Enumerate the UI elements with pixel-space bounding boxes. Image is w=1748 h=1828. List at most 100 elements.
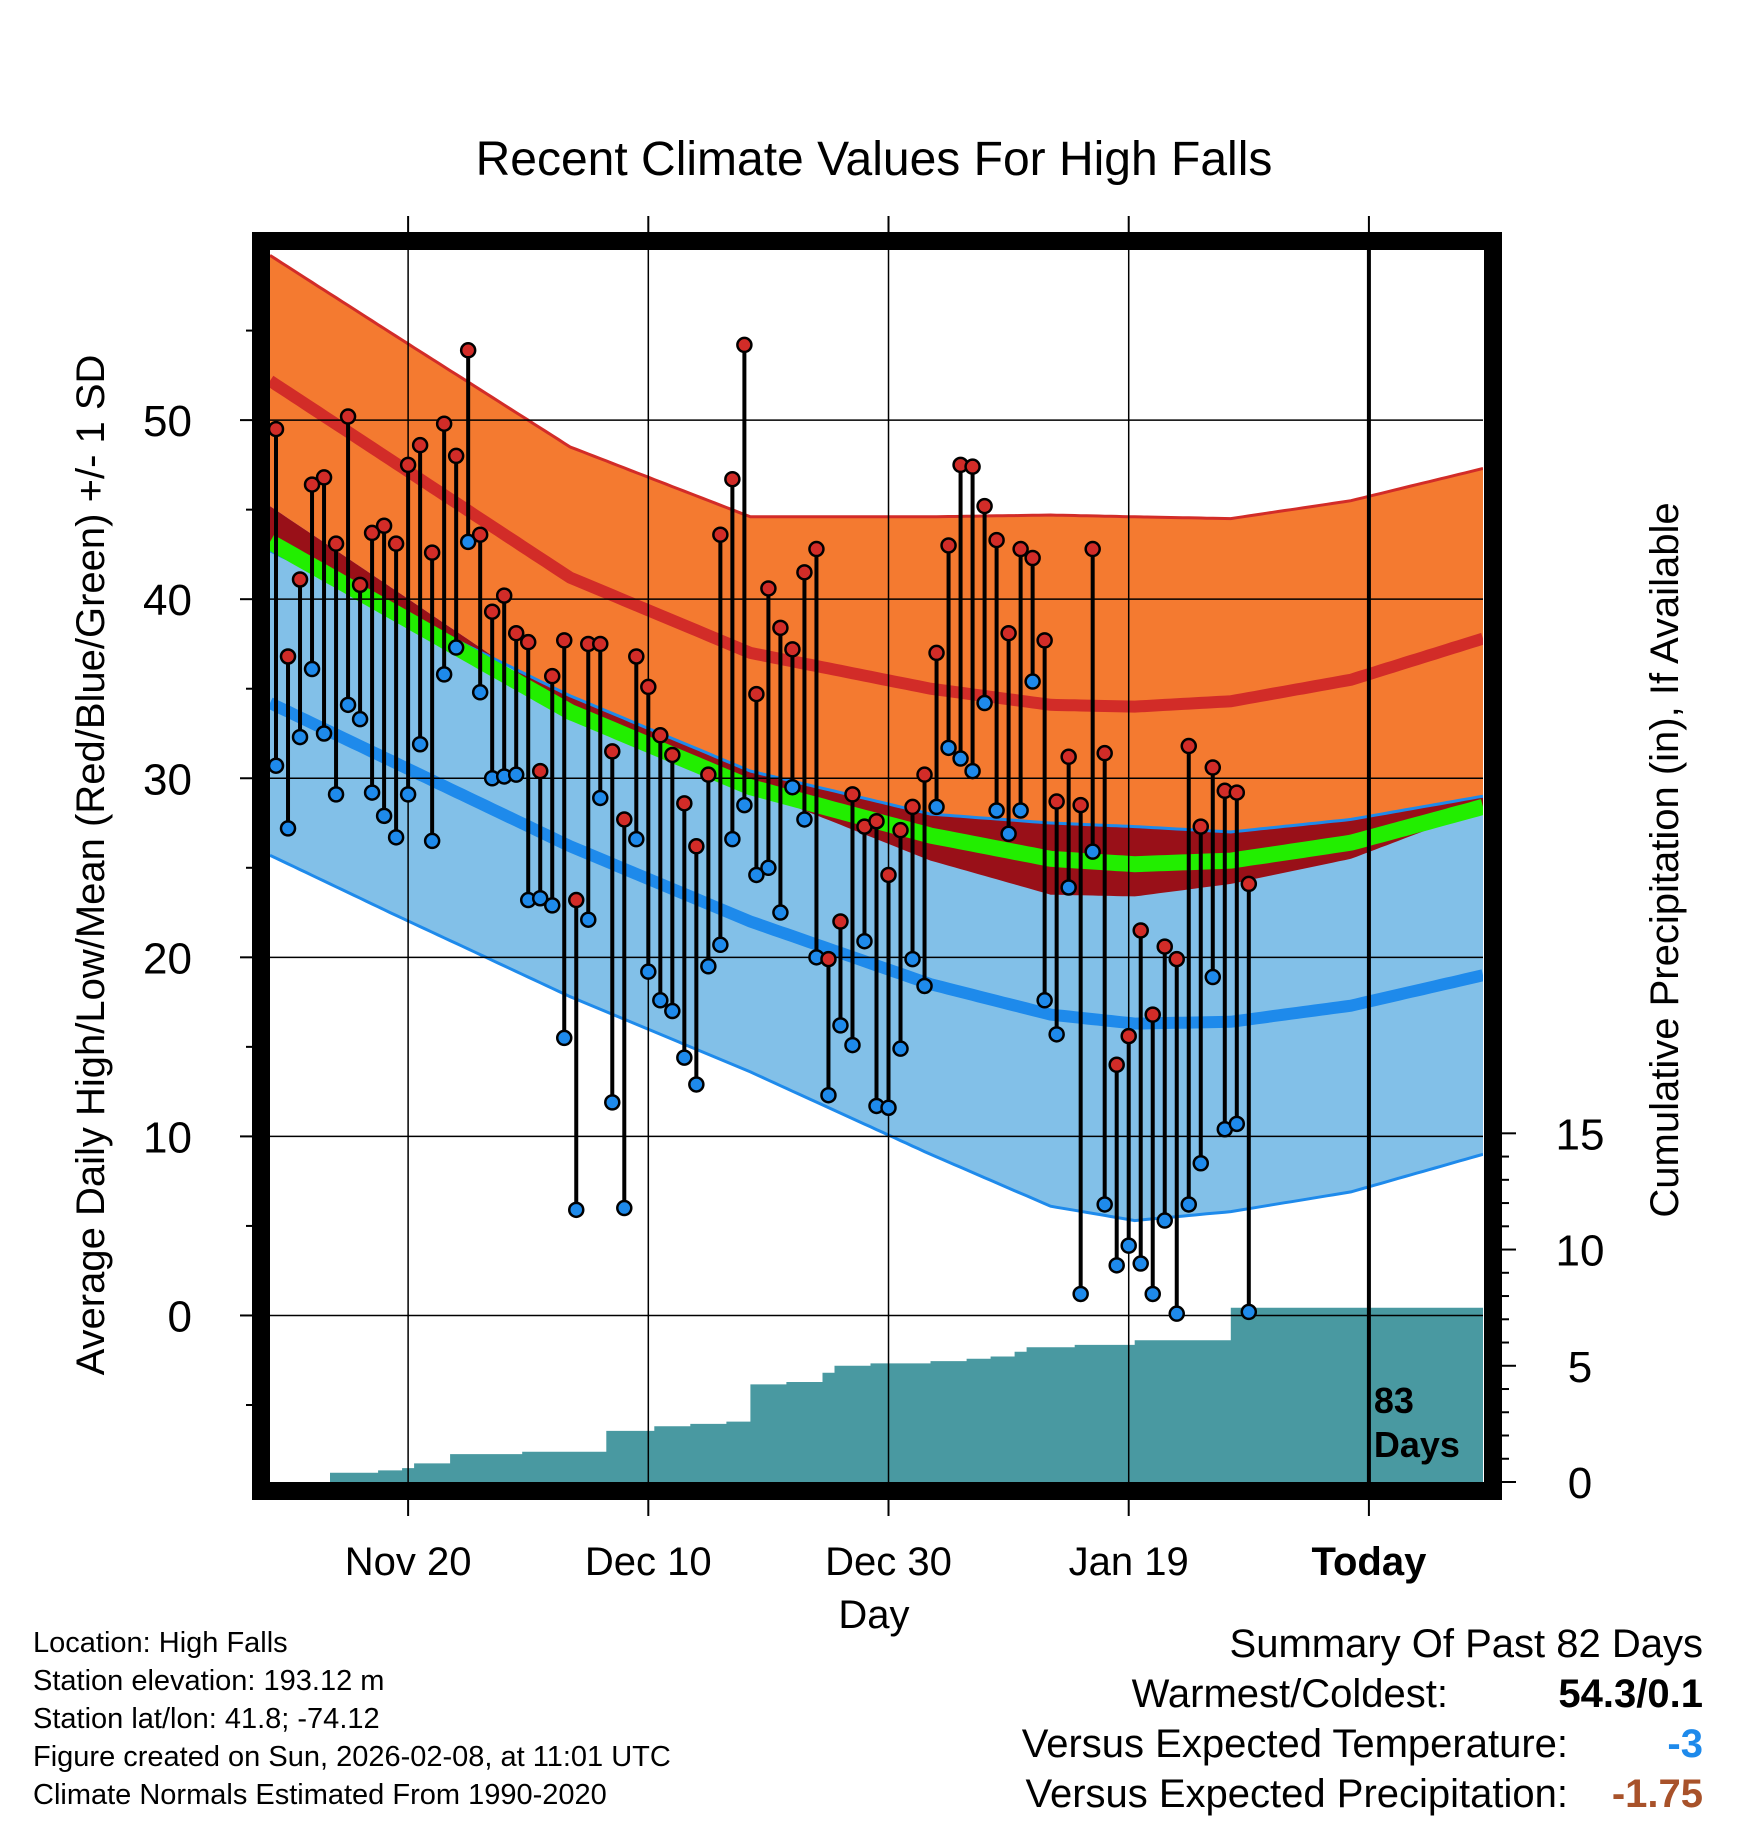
daily-high-dot bbox=[435, 415, 453, 432]
daily-low-dot bbox=[880, 1099, 897, 1116]
plot-frame bbox=[252, 232, 1502, 1500]
daily-low-dot bbox=[628, 830, 645, 848]
daily-low-dot bbox=[435, 666, 453, 683]
daily-low-dot bbox=[1084, 843, 1101, 860]
daily-low-dot bbox=[411, 735, 429, 753]
daily-low-dot bbox=[604, 1094, 621, 1111]
daily-low-dot bbox=[664, 1002, 681, 1020]
summary-temp-value: -3 bbox=[1667, 1722, 1703, 1766]
daily-low-dot bbox=[748, 866, 765, 884]
daily-high-dot bbox=[916, 766, 933, 783]
daily-low-dot bbox=[1156, 1212, 1173, 1229]
daily-low-dot bbox=[1048, 1026, 1065, 1043]
summary-title: Summary Of Past 82 Days bbox=[1229, 1622, 1703, 1666]
y-tick-label: 50 bbox=[143, 397, 192, 446]
daily-low-dot bbox=[1072, 1285, 1089, 1303]
daily-low-dot bbox=[279, 820, 297, 837]
daily-low-dot bbox=[1228, 1115, 1246, 1133]
daily-low-dot bbox=[736, 796, 753, 814]
normal-low-lower-edge bbox=[270, 853, 1483, 1223]
daily-high-dot bbox=[880, 866, 897, 884]
daily-low-dot bbox=[832, 1017, 849, 1034]
daily-low-dot bbox=[1096, 1196, 1113, 1213]
daily-low-dot bbox=[315, 725, 333, 742]
daily-high-dot bbox=[796, 564, 813, 581]
x-axis-tick-labels: Nov 20 Dec 10 Dec 30 Jan 19 Today bbox=[345, 1540, 1427, 1584]
daily-high-dot bbox=[1132, 922, 1149, 939]
daily-low-dot bbox=[1168, 1305, 1185, 1322]
daily-low-dot bbox=[375, 807, 393, 825]
daily-low-dot bbox=[940, 739, 957, 757]
daily-high-dot bbox=[904, 798, 921, 816]
y-axis-label: Average Daily High/Low/Mean (Red/Blue/Gr… bbox=[69, 355, 113, 1376]
cumulative-precip-area bbox=[270, 1307, 1483, 1482]
chart-title: Recent Climate Values For High Falls bbox=[476, 133, 1273, 186]
daily-low-dot bbox=[267, 757, 285, 774]
daily-low-dot bbox=[844, 1036, 861, 1054]
daily-high-dot bbox=[988, 531, 1005, 549]
y-tick-label: 30 bbox=[143, 755, 192, 804]
daily-high-dot bbox=[700, 766, 717, 783]
daily-low-dot bbox=[1192, 1155, 1210, 1172]
today-days-label: Days bbox=[1374, 1424, 1460, 1465]
daily-high-dot bbox=[760, 580, 777, 597]
daily-low-dot bbox=[592, 789, 609, 807]
daily-high-dot bbox=[1204, 759, 1222, 776]
daily-high-dot bbox=[399, 456, 417, 474]
daily-low-dot bbox=[543, 897, 561, 914]
daily-low-dot bbox=[459, 533, 477, 551]
daily-low-dot bbox=[1012, 802, 1029, 819]
daily-low-dot bbox=[820, 1086, 837, 1104]
x-tick-label: Today bbox=[1311, 1540, 1427, 1584]
daily-high-dot bbox=[832, 913, 849, 930]
daily-high-dot bbox=[387, 535, 405, 552]
daily-high-dot bbox=[1144, 1006, 1161, 1023]
daily-low-dot bbox=[303, 660, 321, 678]
daily-low-dot bbox=[760, 859, 777, 877]
daily-high-dot bbox=[604, 743, 621, 760]
x-tick-label: Jan 19 bbox=[1069, 1540, 1189, 1584]
daily-low-dot bbox=[1240, 1303, 1258, 1321]
daily-high-dot bbox=[315, 469, 333, 486]
daily-high-dot bbox=[628, 648, 645, 665]
daily-high-dot bbox=[339, 408, 357, 425]
daily-high-dot bbox=[351, 576, 369, 594]
daily-high-dot bbox=[664, 746, 681, 764]
y2-tick-label: 5 bbox=[1568, 1343, 1592, 1392]
daily-high-dot bbox=[712, 526, 729, 543]
daily-high-dot bbox=[724, 470, 741, 488]
daily-high-dot bbox=[291, 571, 309, 588]
daily-high-dot bbox=[423, 544, 441, 561]
daily-high-dot bbox=[1024, 549, 1041, 567]
summary-warm-cold-label: Warmest/Coldest: bbox=[1131, 1672, 1448, 1716]
daily-low-dot bbox=[916, 977, 933, 995]
daily-high-dot bbox=[784, 641, 801, 658]
daily-high-dot bbox=[1048, 793, 1065, 810]
daily-high-dot bbox=[531, 762, 549, 780]
daily-low-dot bbox=[568, 1201, 585, 1219]
daily-high-dot bbox=[1156, 938, 1173, 955]
daily-dots bbox=[267, 336, 1258, 1322]
daily-high-dot bbox=[748, 685, 765, 703]
daily-high-dot bbox=[303, 476, 321, 493]
daily-low-dot bbox=[1036, 992, 1053, 1009]
daily-low-dot bbox=[964, 762, 981, 780]
y2-tick-label: 10 bbox=[1556, 1227, 1605, 1276]
daily-low-dot bbox=[363, 784, 381, 801]
daily-high-dot bbox=[543, 667, 561, 685]
daily-low-dot bbox=[327, 786, 345, 803]
daily-low-dot bbox=[892, 1040, 909, 1057]
x-tick-label: Dec 10 bbox=[585, 1540, 712, 1584]
daily-high-dot bbox=[1060, 748, 1077, 766]
y-tick-label: 0 bbox=[168, 1292, 192, 1341]
y2-axis-label: Cumulative Precipitation (in), If Availa… bbox=[1643, 502, 1687, 1217]
daily-high-dot bbox=[1120, 1027, 1137, 1045]
normal-high-upper-edge bbox=[270, 254, 1483, 521]
daily-low-dot bbox=[291, 728, 309, 746]
daily-high-dot bbox=[459, 342, 477, 359]
daily-low-dot bbox=[471, 684, 489, 701]
summary-precip-label: Versus Expected Precipitation: bbox=[1025, 1772, 1568, 1816]
daily-low-dot bbox=[1060, 879, 1077, 896]
today-days-count: 83 bbox=[1374, 1380, 1414, 1421]
